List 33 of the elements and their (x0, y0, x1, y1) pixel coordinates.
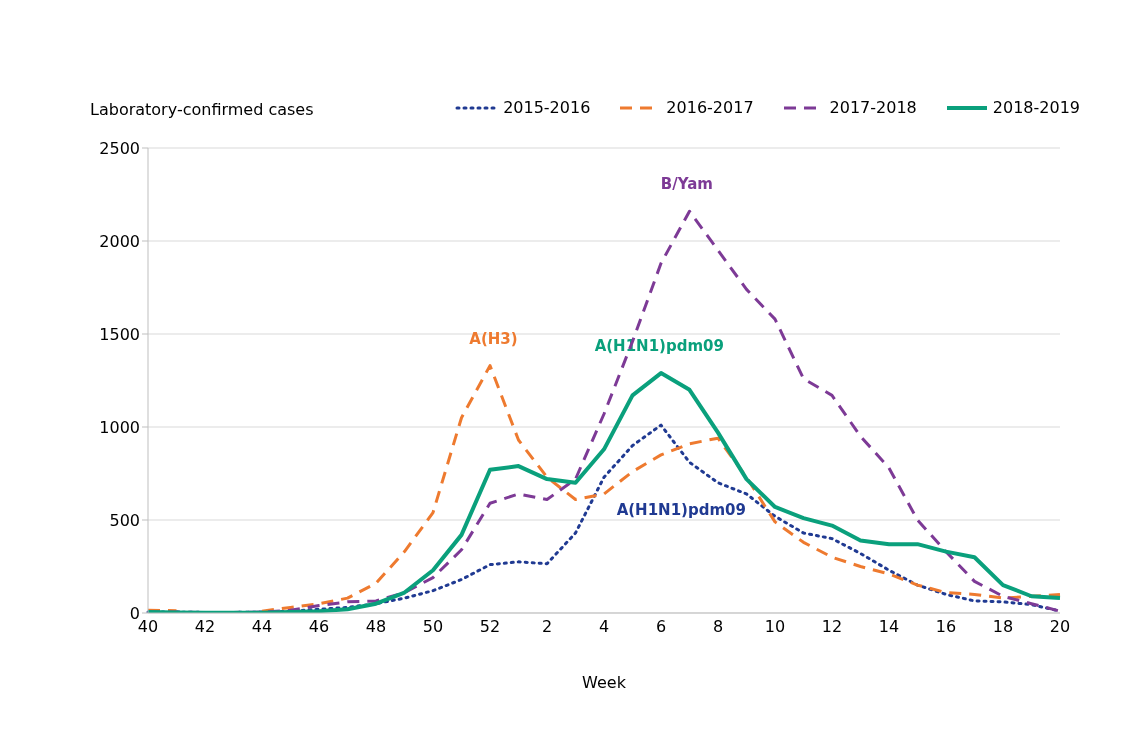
x-tick-label: 52 (479, 617, 501, 637)
y-tick-label: 500 (109, 510, 140, 530)
x-tick-label: 20 (1049, 617, 1071, 637)
y-tick-label: 0 (129, 603, 140, 623)
x-tick-label: 18 (992, 617, 1014, 637)
x-tick-label: 8 (712, 617, 724, 637)
x-tick-label: 44 (251, 617, 273, 637)
legend-label: 2015-2016 (503, 98, 591, 117)
legend-label: 2016-2017 (666, 98, 754, 117)
legend-label: 2017-2018 (829, 98, 917, 117)
x-tick-label: 6 (655, 617, 667, 637)
annotation: A(H1N1)pdm09 (616, 501, 746, 520)
x-tick-label: 46 (308, 617, 330, 637)
x-tick-label: 16 (935, 617, 957, 637)
y-tick-label: 1500 (99, 324, 140, 344)
x-tick-label: 4 (598, 617, 610, 637)
annotation: A(H3) (469, 329, 518, 348)
x-axis-title: Week (581, 673, 627, 692)
x-tick-label: 14 (878, 617, 900, 637)
x-tick-label: 40 (137, 617, 159, 637)
y-tick-label: 2500 (99, 138, 140, 158)
legend-label: 2018-2019 (992, 98, 1080, 117)
x-tick-label: 48 (365, 617, 387, 637)
x-tick-label: 50 (422, 617, 444, 637)
annotation: B/Yam (660, 175, 713, 194)
y-axis-title: Laboratory-confirmed cases (90, 100, 314, 119)
x-tick-label: 12 (821, 617, 843, 637)
x-tick-label: 42 (194, 617, 216, 637)
y-tick-label: 1000 (99, 417, 140, 437)
x-tick-label: 2 (541, 617, 553, 637)
x-tick-label: 10 (764, 617, 786, 637)
annotation: A(H1N1)pdm09 (594, 337, 724, 356)
y-tick-label: 2000 (99, 231, 140, 251)
